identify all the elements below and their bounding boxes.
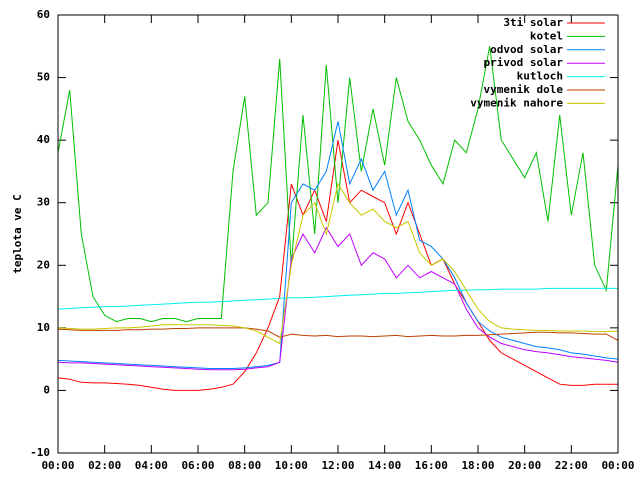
x-tick-label: 06:00: [181, 459, 214, 472]
x-tick-label: 00:00: [41, 459, 74, 472]
x-tick-label: 02:00: [88, 459, 121, 472]
y-tick-label: 30: [37, 196, 50, 209]
series-line: [57, 121, 619, 369]
y-axis-label: teplota ve C: [11, 194, 24, 273]
x-tick-label: 10:00: [275, 459, 308, 472]
x-tick-label: 00:00: [601, 459, 634, 472]
x-tick-label: 04:00: [135, 459, 168, 472]
series-line: [57, 46, 619, 323]
y-tick-label: 10: [37, 321, 50, 334]
plot-border: [57, 14, 619, 454]
x-tick-label: 22:00: [555, 459, 588, 472]
y-tick-label: 0: [43, 383, 50, 396]
series-line: [57, 226, 619, 371]
x-tick-label: 12:00: [321, 459, 354, 472]
y-tick-label: 20: [37, 258, 50, 271]
legend-label: 3ti solar: [503, 16, 563, 29]
series-line: [57, 287, 618, 310]
x-tick-label: 14:00: [368, 459, 401, 472]
legend-label: privod solar: [484, 56, 564, 69]
legend-label: kutloch: [517, 70, 563, 83]
series-line: [57, 140, 618, 391]
series-line: [57, 327, 619, 341]
y-tick-label: 40: [37, 133, 50, 146]
x-tick-label: 16:00: [415, 459, 448, 472]
legend-label: vymenik dole: [484, 83, 564, 96]
y-tick-label: -10: [30, 446, 50, 459]
x-tick-label: 20:00: [508, 459, 541, 472]
legend-label: odvod solar: [490, 43, 563, 56]
y-tick-label: 50: [37, 71, 50, 84]
series-line: [57, 182, 619, 345]
legend-label: vymenik nahore: [470, 96, 563, 109]
legend-label: kotel: [530, 29, 563, 42]
x-tick-label: 08:00: [228, 459, 261, 472]
y-tick-label: 60: [37, 8, 50, 21]
x-tick-label: 18:00: [461, 459, 494, 472]
